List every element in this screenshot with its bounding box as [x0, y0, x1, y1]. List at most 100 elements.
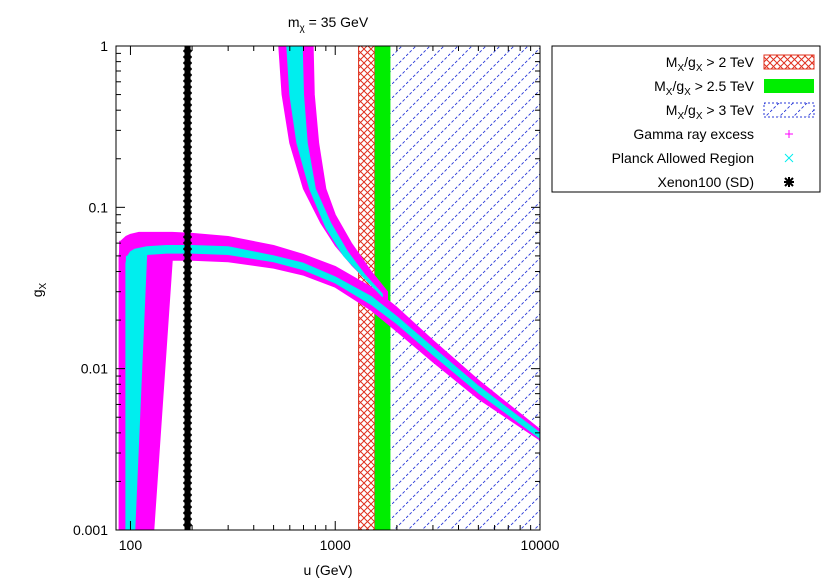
legend-label-6: Xenon100 (SD) — [657, 174, 754, 190]
xenon-marker — [183, 518, 192, 526]
xenon-marker — [183, 428, 192, 436]
xenon-marker — [183, 110, 192, 118]
exclusion-band-3 — [390, 46, 540, 530]
legend-swatch-star — [784, 177, 794, 187]
xenon-marker — [183, 524, 192, 530]
xenon-marker — [183, 50, 192, 58]
xenon-marker — [183, 254, 192, 262]
legend-text-part: M — [666, 54, 678, 70]
xenon-marker — [183, 146, 192, 154]
xenon-marker — [183, 494, 192, 502]
xenon-marker — [183, 266, 192, 274]
region-2-high-branch — [286, 46, 383, 298]
xenon-marker — [183, 320, 192, 328]
xenon-marker — [183, 224, 192, 232]
x-axis-label: u (GeV) — [303, 562, 352, 578]
legend-text-part: X — [696, 111, 703, 122]
xenon-marker — [183, 80, 192, 88]
xenon-marker — [183, 176, 192, 184]
xenon-marker — [183, 116, 192, 124]
xenon-marker — [183, 464, 192, 472]
xenon-marker — [183, 410, 192, 418]
xenon-limit-group — [183, 46, 192, 530]
region-2-low-branch — [125, 245, 540, 530]
legend-text-part: M — [654, 78, 666, 94]
legend-swatch-cross — [784, 153, 794, 163]
xenon-marker — [183, 308, 192, 316]
legend-text-part: > 2 TeV — [702, 54, 754, 70]
xenon-marker — [183, 380, 192, 388]
xenon-marker — [183, 260, 192, 268]
plot-frame — [115, 45, 541, 531]
x-tick-label: 100 — [119, 537, 143, 553]
xenon-marker — [183, 404, 192, 412]
xenon-marker — [183, 452, 192, 460]
legend-text-part: X — [666, 87, 673, 98]
xenon-marker — [183, 188, 192, 196]
legend-label-2: MX/gX > 2.5 TeV — [654, 78, 755, 98]
xenon-marker — [183, 200, 192, 208]
region-1-high-branch — [278, 46, 388, 300]
xenon-marker — [183, 326, 192, 334]
xenon-marker — [183, 92, 192, 100]
xenon-marker — [183, 86, 192, 94]
xenon-marker — [183, 488, 192, 496]
xenon-marker — [183, 296, 192, 304]
xenon-marker — [183, 164, 192, 172]
region-2-stem — [125, 255, 134, 530]
legend-text-part: X — [684, 87, 691, 98]
xenon-marker — [183, 482, 192, 490]
xenon-marker — [183, 46, 192, 52]
xenon-marker — [183, 236, 192, 244]
xenon-marker — [183, 170, 192, 178]
xenon-marker — [183, 374, 192, 382]
legend-label-5: Planck Allowed Region — [612, 150, 754, 166]
xenon-marker — [183, 74, 192, 82]
x-tick-label: 1000 — [320, 537, 351, 553]
xenon-marker — [183, 440, 192, 448]
legend-swatch-plus — [785, 130, 793, 138]
xenon-marker — [183, 398, 192, 406]
xenon-marker — [183, 212, 192, 220]
legend-swatch-crosshatch — [763, 54, 815, 70]
y-tick-label: 0.1 — [89, 199, 109, 215]
xenon-marker — [183, 362, 192, 370]
axes: 100 1000 10000 1 0.1 0.01 0.001 — [73, 38, 560, 553]
title-main: m — [288, 14, 300, 30]
x-tick-label: 10000 — [521, 537, 560, 553]
legend-label-4: Gamma ray excess — [633, 126, 754, 142]
xenon-marker — [183, 314, 192, 322]
legend-text-part: /g — [684, 54, 696, 70]
xenon-marker — [183, 350, 192, 358]
xenon-marker — [183, 470, 192, 478]
xenon-marker — [183, 104, 192, 112]
xenon-marker — [183, 386, 192, 394]
legend-text-part: /g — [684, 102, 696, 118]
legend-text-part: > 2.5 TeV — [691, 78, 755, 94]
xenon-marker — [183, 242, 192, 250]
xenon-marker — [183, 230, 192, 238]
xenon-marker — [183, 338, 192, 346]
xenon-marker — [183, 122, 192, 130]
xenon-marker — [183, 434, 192, 442]
xenon-marker — [183, 368, 192, 376]
exclusion-bands — [358, 46, 540, 530]
xenon-marker — [183, 134, 192, 142]
ylabel-main: g — [29, 289, 45, 297]
y-axis-label: gX — [29, 282, 49, 297]
xenon-marker — [183, 194, 192, 202]
xenon-marker — [183, 356, 192, 364]
title-rest: = 35 GeV — [305, 14, 369, 30]
xenon-marker — [183, 284, 192, 292]
xenon-marker — [183, 62, 192, 70]
xenon-marker — [183, 248, 192, 256]
legend-label-3: MX/gX > 3 TeV — [666, 102, 755, 122]
xenon-marker — [183, 128, 192, 136]
xenon-marker — [183, 206, 192, 214]
legend-swatch-diagonal — [763, 102, 815, 118]
region-1-low-branch — [118, 231, 540, 530]
xenon-marker — [183, 416, 192, 424]
xenon-marker — [183, 140, 192, 148]
ylabel-sub: X — [38, 282, 49, 289]
xenon-marker — [183, 344, 192, 352]
